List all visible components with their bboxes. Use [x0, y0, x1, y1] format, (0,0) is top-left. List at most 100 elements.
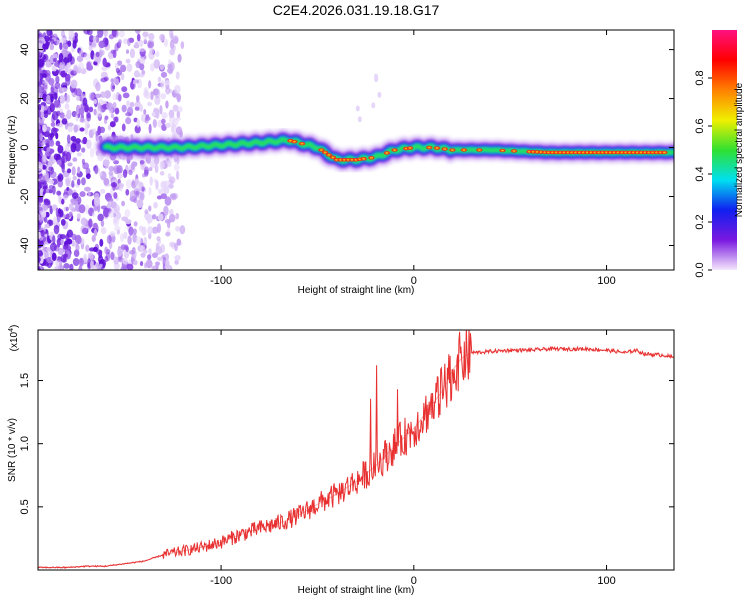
- spectrogram-noise-dot: [63, 194, 68, 200]
- spectrogram-noise-dot: [151, 252, 158, 259]
- spectrogram-noise-dot: [40, 111, 45, 119]
- spectrogram-noise-dot: [149, 176, 153, 186]
- spectrogram-noise-dot: [71, 180, 75, 188]
- spectrogram-noise-dot: [175, 225, 181, 232]
- snr-plot-area: [38, 330, 674, 570]
- spectrogram-noise-dot: [148, 80, 152, 89]
- spectrogram-noise-dot: [38, 161, 43, 172]
- spectrogram-noise-dot: [52, 216, 57, 226]
- spectrogram-noise-dot: [102, 159, 110, 167]
- spectrogram-noise-dot: [140, 252, 146, 258]
- spectrogram-noise-dot: [125, 112, 132, 117]
- spectrogram-noise-dot: [57, 241, 61, 248]
- spectrogram-noise-dot: [65, 151, 72, 162]
- spectrogram-peak-core: [385, 152, 389, 154]
- spectrogram-noise-dot: [114, 225, 121, 232]
- snr-frame: [37, 329, 675, 571]
- spectrogram-peak-core: [462, 149, 466, 151]
- spectrogram-noise-dot: [82, 136, 88, 145]
- spectrogram-noise-dot: [76, 95, 81, 101]
- spectrogram-noise-dot: [62, 151, 66, 157]
- spectrogram-noise-dot: [357, 116, 362, 123]
- spectrogram-noise-dot: [38, 256, 41, 263]
- spectrogram-noise-dot: [77, 62, 85, 72]
- spectrogram-noise-dot: [101, 66, 108, 71]
- spectrogram-noise-dot: [72, 40, 77, 49]
- spectrogram-noise-dot: [156, 195, 163, 200]
- spectrogram-noise-dot: [148, 248, 152, 254]
- spectrogram-noise-dot: [106, 102, 113, 111]
- spectrogram-noise-dot: [96, 108, 103, 118]
- spectrogram-noise-dot: [92, 211, 96, 217]
- spectrogram-noise-dot: [49, 171, 57, 179]
- snr-y-tick-label: 1.5: [19, 373, 31, 388]
- spectrogram-noise-dot: [52, 234, 56, 245]
- spectrogram-noise-dot: [128, 250, 136, 255]
- spectrogram-peak-core: [477, 149, 481, 151]
- spectrogram-noise-dot: [129, 48, 136, 59]
- spectrogram-noise-dot: [127, 37, 131, 47]
- spectrogram-noise-dot: [100, 219, 105, 227]
- spectrogram-noise-dot: [52, 185, 56, 195]
- spectrogram-noise-dot: [40, 104, 45, 111]
- spectrogram-noise-dot: [122, 38, 128, 45]
- spectrogram-noise-dot: [51, 110, 59, 121]
- spectrogram-noise-dot: [55, 259, 62, 267]
- spectrogram-noise-dot: [86, 139, 92, 150]
- colorbar-tick-label: 0.2: [694, 214, 706, 229]
- spectrogram-noise-dot: [51, 252, 57, 262]
- spectrogram-noise-dot: [374, 73, 379, 80]
- spectrogram-noise-dot: [148, 205, 152, 212]
- spectrogram-noise-dot: [64, 176, 72, 185]
- spectrogram-noise-dot: [107, 210, 115, 218]
- spectrogram-noise-dot: [78, 257, 84, 267]
- spectrogram-peak-core: [408, 147, 412, 149]
- spectrogram-noise-dot: [76, 152, 83, 157]
- spectrogram-noise-dot: [170, 194, 177, 201]
- spectrogram-noise-dot: [160, 71, 168, 78]
- spectrogram-noise-dot: [92, 246, 99, 253]
- spectrogram-noise-dot: [164, 196, 172, 206]
- snr-scale-label: (x104): [8, 325, 20, 352]
- spectrogram-noise-dot: [141, 226, 147, 236]
- spectrogram-noise-dot: [176, 93, 182, 103]
- spectrogram-noise-dot: [50, 38, 55, 45]
- spectrogram-noise-dot: [67, 53, 73, 62]
- spectrogram-noise-dot: [53, 128, 59, 133]
- spectrogram-noise-dot: [59, 42, 63, 51]
- spectrogram-noise-dot: [49, 139, 55, 147]
- spectrogram-noise-dot: [139, 57, 146, 65]
- spectrogram-noise-dot: [67, 40, 72, 47]
- spectrogram-noise-dot: [126, 49, 130, 54]
- spectrogram-noise-dot: [355, 105, 360, 112]
- spectrogram-noise-dot: [49, 30, 54, 37]
- spectrogram-noise-dot: [174, 242, 178, 252]
- spectrogram-noise-dot: [43, 198, 51, 206]
- spectrogram-peak-core: [662, 151, 666, 154]
- spectrogram-noise-dot: [41, 155, 47, 166]
- spectrogram-noise-dot: [143, 249, 148, 254]
- spectrogram-y-tick-label: 0: [19, 144, 31, 150]
- spectrogram-y-tick-label: -20: [19, 189, 31, 205]
- spectrogram-x-tick-label: -100: [210, 275, 232, 287]
- spectrogram-noise-dot: [38, 115, 41, 123]
- spectrogram-noise-dot: [70, 79, 78, 89]
- spectrogram-noise-dot: [135, 30, 141, 34]
- spectrogram-noise-dot: [59, 112, 65, 119]
- spectrogram-noise-dot: [77, 166, 81, 174]
- spectrogram-noise-dot: [66, 238, 73, 245]
- spectrogram-noise-dot: [56, 190, 62, 196]
- spectrogram-noise-dot: [174, 254, 181, 261]
- spectrogram-noise-dot: [75, 138, 81, 144]
- spectrogram-noise-dot: [72, 157, 78, 162]
- spectrogram-noise-dot: [128, 169, 133, 176]
- spectrogram-noise-dot: [152, 119, 157, 128]
- spectrogram-noise-dot: [38, 182, 43, 189]
- spectrogram-noise-dot: [106, 234, 112, 244]
- spectrogram-noise-dot: [40, 229, 45, 237]
- spectrogram-noise-dot: [135, 235, 142, 245]
- spectrogram-noise-dot: [75, 88, 82, 97]
- spectrogram-noise-dot: [84, 186, 91, 192]
- spectrogram-peak-core: [392, 149, 397, 151]
- spectrogram-noise-dot: [173, 84, 181, 94]
